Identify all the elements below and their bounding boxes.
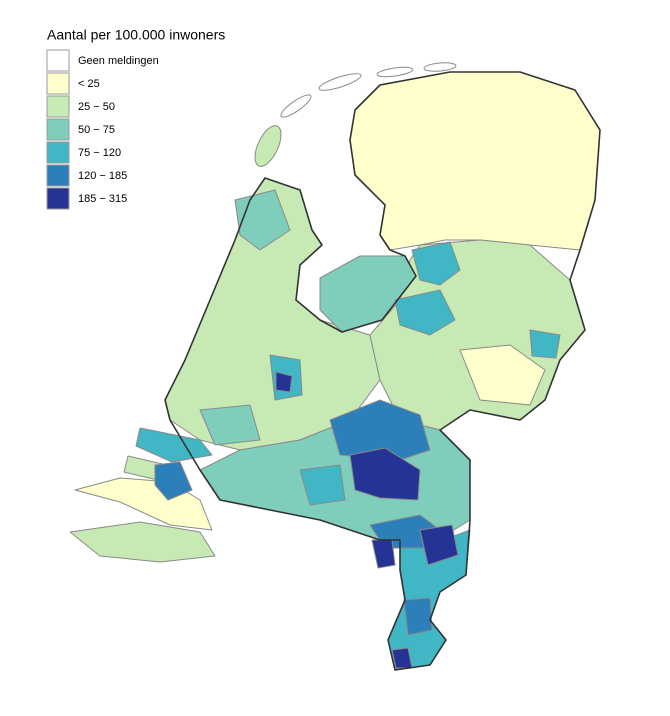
region (275, 371, 293, 393)
region (423, 62, 457, 72)
legend: Aantal per 100.000 inwoners Geen melding… (46, 27, 225, 210)
regions (69, 62, 601, 671)
region (254, 125, 282, 167)
legend-label: Geen meldingen (78, 55, 159, 67)
region (529, 329, 561, 359)
legend-swatch (46, 118, 70, 141)
country-outline (164, 71, 601, 671)
region (394, 289, 456, 336)
legend-label: 120 − 185 (78, 170, 127, 182)
region (69, 521, 216, 563)
region (154, 461, 193, 501)
region (371, 539, 396, 569)
region (411, 241, 461, 286)
legend-swatch (46, 49, 70, 72)
region (376, 66, 414, 78)
region (318, 73, 362, 91)
region (459, 344, 546, 406)
region (135, 427, 213, 463)
legend-swatch (46, 187, 70, 210)
legend-swatch (46, 164, 70, 187)
legend-swatch (46, 141, 70, 164)
region (391, 647, 413, 669)
region (199, 404, 261, 446)
region (299, 464, 346, 506)
region (349, 71, 601, 251)
legend-title: Aantal per 100.000 inwoners (47, 27, 225, 43)
legend-swatch (46, 72, 70, 95)
region (403, 597, 433, 636)
legend-label: 50 − 75 (78, 124, 115, 136)
legend-label: 25 − 50 (78, 101, 115, 113)
legend-label: 185 − 315 (78, 193, 127, 205)
legend-swatch (46, 95, 70, 118)
region (329, 399, 431, 461)
legend-label: 75 − 120 (78, 147, 121, 159)
region (280, 94, 312, 118)
region (349, 447, 421, 501)
legend-label: < 25 (78, 78, 100, 90)
region (419, 524, 459, 566)
